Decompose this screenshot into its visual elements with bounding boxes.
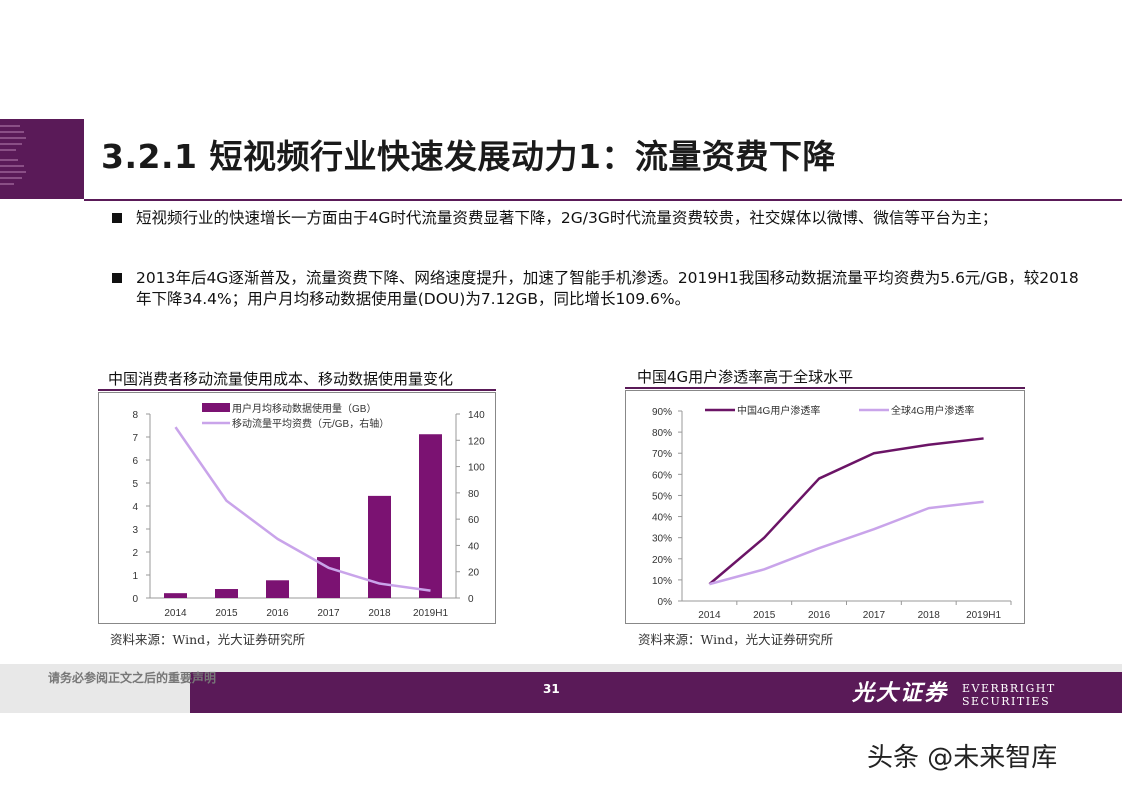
footer-brand-band <box>190 672 1122 713</box>
chart-title-rule <box>625 387 1025 389</box>
page-number: 31 <box>543 682 560 696</box>
brand-logo-cn: 光大证券 <box>852 680 949 706</box>
y-tick-label: 0 <box>132 594 138 605</box>
bullet-square-icon <box>112 273 122 283</box>
x-tick-label: 2016 <box>808 610 831 621</box>
y-tick-label: 0 <box>468 594 474 605</box>
legend-label: 中国4G用户渗透率 <box>737 404 820 417</box>
brand-logo-en: EVERBRIGHT SECURITIES <box>962 682 1056 708</box>
title-divider <box>84 199 1122 201</box>
header-decoration <box>0 119 84 199</box>
x-tick-label: 2018 <box>368 608 391 619</box>
y-tick-label: 50% <box>652 491 672 502</box>
watermark: 头条 @未来智库 <box>867 743 1058 773</box>
y-tick-label: 60% <box>652 470 672 481</box>
x-tick-label: 2019H1 <box>413 608 448 619</box>
bar <box>317 557 340 598</box>
page-title: 3.2.1 短视频行业快速发展动力1：流量资费下降 <box>101 137 836 176</box>
y-tick-label: 3 <box>132 525 138 536</box>
y-tick-label: 20 <box>468 568 480 579</box>
y-tick-label: 30% <box>652 534 672 545</box>
y-tick-label: 90% <box>652 407 672 418</box>
y-tick-label: 10% <box>652 576 672 587</box>
x-tick-label: 2015 <box>215 608 238 619</box>
y-tick-label: 2 <box>132 548 138 559</box>
legend-label: 全球4G用户渗透率 <box>891 404 974 417</box>
y-tick-label: 60 <box>468 515 480 526</box>
y-tick-label: 80 <box>468 489 480 500</box>
y-tick-label: 100 <box>468 463 485 474</box>
penetration-chart: 0% 10% 20% 30% 40% 50% 60% 70% 80% 90% 2014 2015 201… <box>625 390 1025 624</box>
chart-title-rule <box>98 389 496 391</box>
series-line <box>708 437 984 586</box>
x-tick-label: 2019H1 <box>966 610 1001 621</box>
series-line <box>174 426 431 592</box>
bullet-square-icon <box>112 213 122 223</box>
x-tick-label: 2014 <box>698 610 721 621</box>
legend-label: 用户月均移动数据使用量（GB） <box>232 402 376 415</box>
stripe-logo-icon <box>0 125 26 185</box>
disclaimer-note: 请务必参阅正文之后的重要声明 <box>48 671 217 685</box>
y-tick-label: 1 <box>132 571 138 582</box>
bullet-item: 短视频行业的快速增长一方面由于4G时代流量资费显著下降，2G/3G时代流量资费较… <box>112 208 1087 229</box>
y-tick-label: 40% <box>652 513 672 524</box>
y-tick-label: 0% <box>658 597 673 608</box>
chart-source: 资料来源：Wind，光大证券研究所 <box>638 632 834 647</box>
bar <box>419 434 442 598</box>
bullet-text: 短视频行业的快速增长一方面由于4G时代流量资费显著下降，2G/3G时代流量资费较… <box>136 209 998 227</box>
bar <box>164 593 187 598</box>
y-tick-label: 5 <box>132 479 138 490</box>
bar <box>266 580 289 598</box>
x-tick-label: 2017 <box>317 608 340 619</box>
y-tick-label: 6 <box>132 456 138 467</box>
chart-title: 中国4G用户渗透率高于全球水平 <box>637 368 854 386</box>
chart-frame <box>625 390 1025 624</box>
y-tick-label: 8 <box>132 410 138 421</box>
bullet-text: 2013年后4G逐渐普及，流量资费下降、网络速度提升，加速了智能手机渗透。201… <box>136 269 1079 308</box>
chart-frame <box>98 392 496 624</box>
legend-swatch-bar <box>202 403 230 412</box>
y-tick-label: 7 <box>132 433 138 444</box>
y-tick-label: 120 <box>468 436 485 447</box>
y-tick-label: 70% <box>652 449 672 460</box>
series-line <box>709 500 984 586</box>
chart-title: 中国消费者移动流量使用成本、移动数据使用量变化 <box>108 370 454 388</box>
y-tick-label: 4 <box>132 502 138 513</box>
x-tick-label: 2015 <box>753 610 776 621</box>
y-tick-label: 140 <box>468 410 485 421</box>
x-tick-label: 2014 <box>164 608 187 619</box>
x-tick-label: 2016 <box>266 608 289 619</box>
y-tick-label: 80% <box>652 428 672 439</box>
bar <box>368 495 391 598</box>
y-tick-label: 20% <box>652 555 672 566</box>
x-tick-label: 2017 <box>863 610 886 621</box>
footer: 请务必参阅正文之后的重要声明 31 光大证券 EVERBRIGHT SECURI… <box>0 664 1122 713</box>
y-tick-label: 40 <box>468 541 480 552</box>
bullet-item: 2013年后4G逐渐普及，流量资费下降、网络速度提升，加速了智能手机渗透。201… <box>112 268 1087 310</box>
x-tick-label: 2018 <box>918 610 941 621</box>
chart-source: 资料来源：Wind，光大证券研究所 <box>110 632 306 647</box>
bar <box>215 589 238 598</box>
legend-label: 移动流量平均资费（元/GB，右轴） <box>232 417 389 430</box>
